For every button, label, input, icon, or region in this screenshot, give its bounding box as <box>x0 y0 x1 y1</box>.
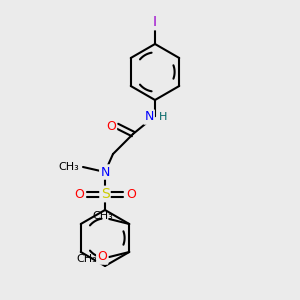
Text: N: N <box>100 166 110 178</box>
Text: O: O <box>74 188 84 200</box>
Text: CH₃: CH₃ <box>77 254 98 264</box>
Text: H: H <box>159 112 167 122</box>
Text: CH₃: CH₃ <box>93 211 114 221</box>
Text: O: O <box>97 250 107 263</box>
Text: O: O <box>106 119 116 133</box>
Text: N: N <box>144 110 154 124</box>
Text: CH₃: CH₃ <box>58 162 80 172</box>
Text: O: O <box>126 188 136 200</box>
Text: I: I <box>153 15 157 29</box>
Text: S: S <box>100 187 109 201</box>
